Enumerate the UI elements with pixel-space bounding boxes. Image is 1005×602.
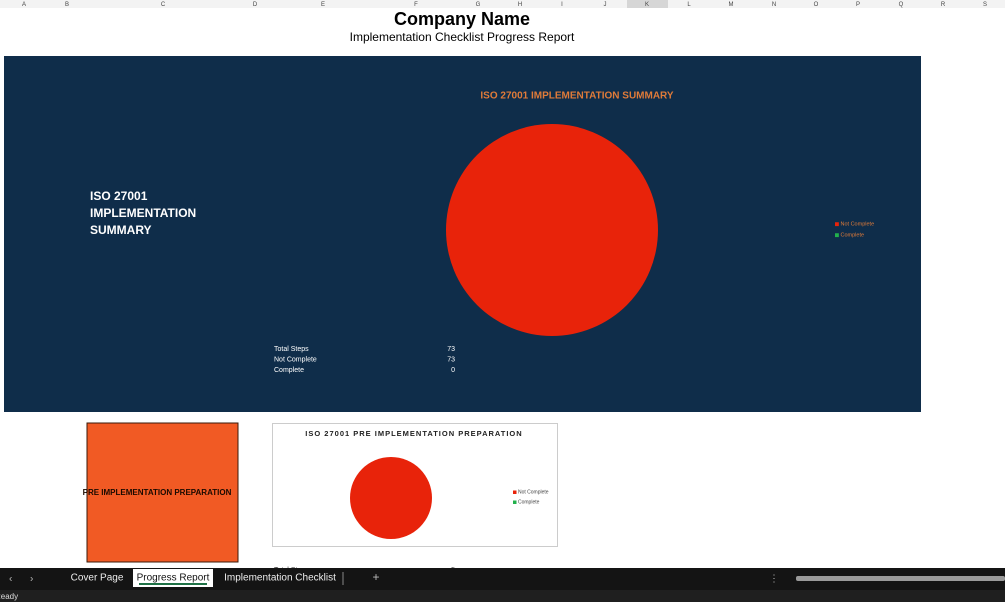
next-sheet[interactable]: ›: [30, 574, 33, 585]
section-label: PRE IMPLEMENTATION PREPARATION: [83, 488, 232, 497]
column-header[interactable]: L: [687, 2, 691, 8]
column-header[interactable]: J: [604, 2, 607, 8]
column-header[interactable]: R: [941, 2, 946, 8]
column-header[interactable]: O: [814, 2, 819, 8]
column-header[interactable]: C: [161, 2, 166, 8]
chart-title: ISO 27001 IMPLEMENTATION SUMMARY: [480, 91, 674, 102]
active-tab: [133, 569, 213, 587]
column-header[interactable]: D: [253, 2, 258, 8]
legend-label: Not Complete: [518, 490, 549, 496]
title: Company Name: [394, 9, 530, 29]
legend-swatch: [513, 500, 517, 504]
legend-label: Complete: [841, 233, 865, 239]
pie-slice: [350, 457, 432, 539]
column-header-bar: [0, 0, 1005, 8]
column-header[interactable]: E: [321, 2, 325, 8]
column-header[interactable]: F: [414, 2, 418, 8]
sheet-tab[interactable]: Progress Report: [137, 573, 210, 584]
sheet-tab[interactable]: Implementation Checklist: [224, 573, 336, 584]
stat-value: 73: [447, 346, 455, 353]
column-header[interactable]: N: [772, 2, 776, 8]
selected-column: [627, 0, 668, 8]
legend-swatch: [513, 490, 517, 494]
tab-bar: [0, 568, 1005, 590]
stat-label: Complete: [274, 367, 304, 374]
column-header[interactable]: K: [645, 2, 649, 8]
legend-label: Not Complete: [841, 222, 875, 228]
status-bar: [0, 590, 1005, 602]
section-box: [86, 422, 239, 563]
column-header[interactable]: H: [518, 2, 522, 8]
column-header[interactable]: P: [856, 2, 860, 8]
scrollbar[interactable]: [796, 576, 1005, 581]
sheet-tab[interactable]: Cover Page: [71, 573, 124, 584]
column-header[interactable]: A: [22, 2, 26, 8]
prev-sheet[interactable]: ‹: [9, 574, 12, 585]
column-header[interactable]: M: [729, 2, 734, 8]
column-header[interactable]: I: [561, 2, 563, 8]
summary-label: SUMMARY: [90, 223, 152, 237]
pie-slice: [446, 124, 658, 336]
more-menu[interactable]: ⋮: [769, 574, 779, 585]
stat-value: 5: [451, 567, 455, 574]
stat-label: Not Complete: [274, 356, 317, 363]
status-text: Ready: [0, 592, 18, 601]
summary-label: ISO 27001: [90, 189, 148, 203]
stat-value: 0: [451, 367, 455, 374]
subtitle: Implementation Checklist Progress Report: [350, 30, 575, 44]
column-header[interactable]: B: [65, 2, 69, 8]
summary-label: IMPLEMENTATION: [90, 206, 196, 220]
chart-title: ISO 27001 PRE IMPLEMENTATION PREPARATION: [305, 429, 522, 438]
legend-swatch: [835, 233, 839, 238]
add-sheet[interactable]: +: [372, 570, 379, 584]
stat-label: Total Steps: [274, 346, 309, 353]
legend-label: Complete: [518, 500, 540, 506]
column-header[interactable]: S: [983, 2, 987, 8]
stat-value: 73: [447, 356, 455, 363]
legend-swatch: [835, 222, 839, 227]
stat-label: Total Steps: [274, 567, 309, 574]
column-header[interactable]: Q: [899, 2, 904, 8]
column-header[interactable]: G: [476, 2, 481, 8]
